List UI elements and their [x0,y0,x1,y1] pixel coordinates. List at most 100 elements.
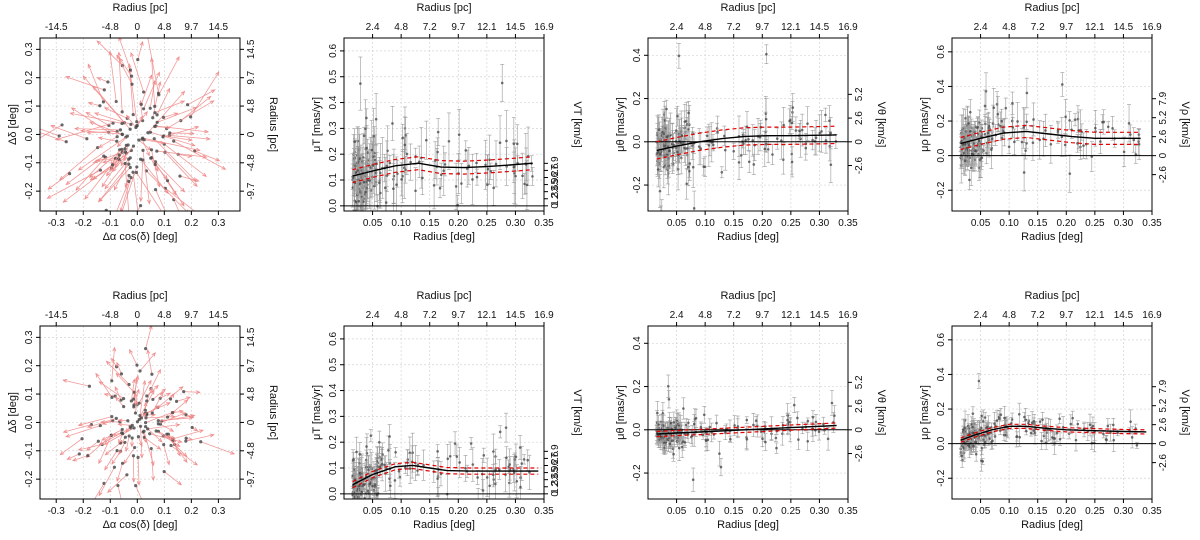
data-point [1134,153,1138,156]
star-point [135,165,139,169]
star-point [153,111,157,115]
proper-motion-vector [116,362,122,375]
x-tick-label: -0.1 [102,506,120,517]
vector-arrowhead [205,136,211,141]
vector-arrowhead [204,129,210,134]
proper-motion-vector [118,52,123,112]
proper-motion-vector [142,150,150,204]
data-point [976,125,980,129]
vector-arrowhead [177,480,183,486]
vector-arrowhead [22,145,26,148]
fit-lower-band [352,467,539,489]
vector-arrowhead [119,57,124,63]
vector-arrowhead [114,163,119,169]
data-point [828,119,831,123]
proper-motion-vector [147,349,153,375]
vector-arrowhead [151,352,156,357]
vector-arrowhead [177,439,183,444]
vector-arrowhead [65,180,71,186]
y-tick-label: 0.0 [632,422,643,436]
top-tick-label: 2.4 [670,22,684,33]
data-point [374,502,377,505]
proper-motion-vector [93,151,123,163]
top-tick-label: 9.7 [184,22,198,33]
top-tick-label: -14.5 [45,310,68,321]
proper-motion-vector [174,444,188,457]
top-tick-label: 14.5 [209,22,229,33]
data-point [515,480,519,483]
plot-area [648,43,848,211]
vector-arrowhead [156,71,160,77]
star-point [64,140,68,144]
proper-motion-vector [162,126,199,138]
proper-motion-vector [137,41,144,60]
data-point [357,199,361,203]
vector-arrowhead [125,114,131,120]
top-tick-label: 4.8 [157,310,171,321]
data-point [969,166,973,170]
vector-arrowhead [142,379,147,385]
data-point [469,442,473,445]
proper-motion-vector [150,369,161,389]
data-point [391,122,394,125]
right-tick-label: 14.5 [246,39,257,59]
proper-motion-vector [106,145,127,176]
data-point [359,472,362,475]
data-point [692,422,696,426]
data-point [775,137,779,140]
data-point [1127,121,1131,125]
data-point [500,81,504,85]
top-tick-label: 16.9 [838,310,858,321]
star-point [57,134,61,138]
data-point [1068,172,1072,175]
vector-arrowhead [139,40,144,46]
proper-motion-vector [101,429,123,441]
data-point [745,437,749,441]
vector-arrowhead [180,201,185,207]
star-point [170,411,175,415]
right-tick-label: -9.7 [246,470,257,488]
vector-arrowhead [166,392,171,397]
data-point [368,179,371,182]
vector-arrowhead [148,74,153,80]
data-point [790,160,794,164]
x-tick-label: 0.25 [477,218,497,229]
data-point [977,139,981,143]
proper-motion-vector [144,139,165,144]
data-point [960,139,963,143]
vector-arrowhead [193,182,198,187]
vector-arrowhead [159,391,164,397]
data-point [436,450,439,453]
top-tick-label: 14.5 [810,22,830,33]
data-point [971,153,975,156]
data-point [374,117,378,121]
proper-motion-vector [143,431,154,466]
vector-arrowhead [87,63,92,69]
data-point [519,485,522,489]
data-point [826,437,830,441]
vector-arrowhead [206,95,212,101]
star-point [145,394,149,398]
proper-motion-vector [63,424,92,433]
data-point [1022,171,1026,174]
data-point [368,482,372,486]
fit-curve [656,424,837,435]
proper-motion-vector [47,173,70,190]
star-point [185,103,190,107]
proper-motion-vector [84,154,120,200]
x-tick-label: 0.1 [157,506,171,517]
data-point [680,445,684,449]
proper-motion-vector [104,450,118,470]
star-point [169,443,173,448]
data-point [364,127,367,131]
star-point [153,104,157,108]
vector-arrowhead [183,399,189,404]
data-point [486,167,490,171]
star-point [127,179,131,183]
data-point [747,138,750,141]
x-tick-label: 0.20 [753,506,773,517]
data-point [512,171,516,175]
proper-motion-vector [118,433,124,444]
data-point [661,130,664,134]
data-point [982,149,985,152]
